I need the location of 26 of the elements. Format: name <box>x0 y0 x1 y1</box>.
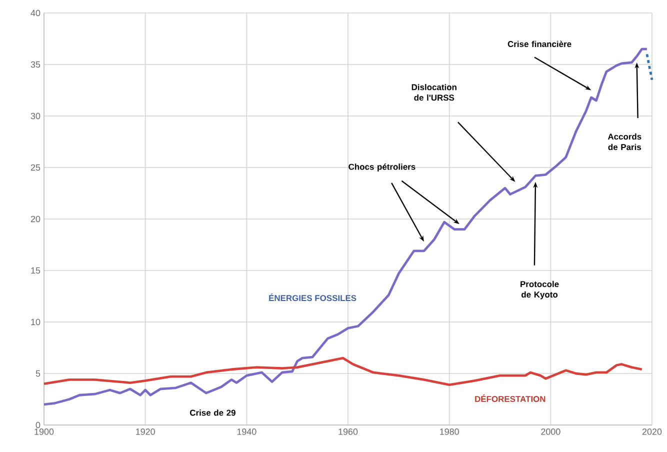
annotation: Protocole de Kyoto <box>520 280 559 300</box>
y-tick-label: 35 <box>30 61 40 68</box>
y-tick-label: 30 <box>30 112 40 120</box>
x-tick-label: 1920 <box>136 428 155 435</box>
annotation: Chocs pétroliers <box>348 164 416 172</box>
y-tick-label: 5 <box>36 370 40 377</box>
series-label: DÉFORESTATION <box>475 394 546 402</box>
annotation: Crise financière <box>508 40 572 48</box>
annotation: Crise de 29 <box>190 410 236 416</box>
y-tick-label: 40 <box>30 10 40 16</box>
annotation: Accords de Paris <box>608 133 642 150</box>
x-tick-label: 1940 <box>237 428 256 435</box>
y-tick-label: 10 <box>31 318 40 326</box>
y-tick-label: 25 <box>30 164 40 171</box>
line-series <box>42 356 644 386</box>
x-tick-label: 1900 <box>34 428 54 435</box>
text: ÉNERGIES FOSSILES <box>269 293 356 302</box>
y-tick-label: 20 <box>30 216 40 222</box>
x-tick-label: 1960 <box>338 428 358 435</box>
x-tick-label: 2000 <box>541 428 560 435</box>
x-tick-label: 1980 <box>440 428 459 435</box>
annotation: Dislocation de l'URSS <box>412 84 456 101</box>
x-tick-label: 2020 <box>642 428 662 435</box>
line-series <box>42 48 648 406</box>
y-tick-label: 0 <box>36 422 40 428</box>
y-tick-label: 15 <box>31 267 40 274</box>
